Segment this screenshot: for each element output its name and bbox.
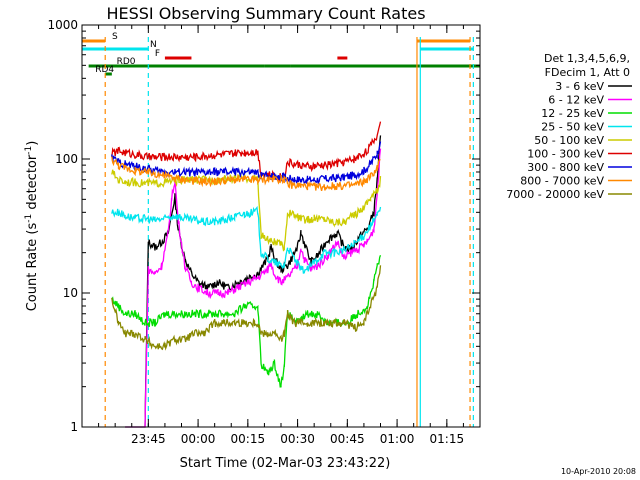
legend-label-6: 300 - 800 keV xyxy=(527,161,604,174)
series-line-7 xyxy=(111,156,381,192)
legend-header-2: FDecim 1, Att 0 xyxy=(545,66,630,79)
vertical-markers xyxy=(104,37,474,427)
y-tick-label-1: 10 xyxy=(63,286,78,300)
y-axis-label-sup1: -1 xyxy=(24,214,34,223)
legend-label-4: 50 - 100 keV xyxy=(534,134,604,147)
x-tick-label-3: 00:30 xyxy=(280,432,315,446)
legend: Det 1,3,4,5,6,9,FDecim 1, Att 03 - 6 keV… xyxy=(506,52,632,201)
legend-label-3: 25 - 50 keV xyxy=(541,121,604,134)
flag-n-label: N xyxy=(150,40,157,50)
y-axis-ticks: 1 10 100 1000 xyxy=(47,18,480,434)
flag-rd4-label: RD4 xyxy=(95,65,114,75)
x-tick-label-6: 01:15 xyxy=(430,432,465,446)
y-axis-label-part2: detector xyxy=(25,154,40,214)
flag-s-label: S xyxy=(112,32,118,42)
y-tick-label-3: 1000 xyxy=(47,18,78,32)
legend-label-8: 7000 - 20000 keV xyxy=(506,188,604,201)
x-tick-label-2: 00:15 xyxy=(231,432,266,446)
x-tick-label-0: 23:45 xyxy=(131,432,166,446)
series-line-6 xyxy=(111,141,382,185)
x-tick-label-1: 00:00 xyxy=(181,432,216,446)
x-axis-ticks: 23:45 00:00 00:15 00:30 00:45 01:00 01:15 xyxy=(81,25,481,446)
flag-f-label: F xyxy=(155,49,160,59)
x-tick-label-5: 01:00 xyxy=(380,432,415,446)
series-line-1 xyxy=(125,148,382,428)
legend-label-7: 800 - 7000 keV xyxy=(520,175,604,188)
series-line-5 xyxy=(111,121,382,183)
y-axis-label-part1: Count Rate (s xyxy=(25,223,40,312)
y-tick-label-2: 100 xyxy=(55,152,78,166)
series-line-3 xyxy=(111,205,382,274)
y-axis-label: Count Rate (s-1 detector-1) xyxy=(24,141,40,312)
series-line-8 xyxy=(111,265,382,351)
y-axis-label-part3: ) xyxy=(25,141,40,146)
series-group xyxy=(111,121,382,428)
x-tick-label-4: 00:45 xyxy=(330,432,365,446)
legend-header-1: Det 1,3,4,5,6,9, xyxy=(544,52,630,65)
y-tick-label-0: 1 xyxy=(70,420,78,434)
flag-rd0-label: RD0 xyxy=(117,57,136,67)
series-line-4 xyxy=(111,169,382,252)
chart-title: HESSI Observing Summary Count Rates xyxy=(106,4,425,23)
legend-label-1: 6 - 12 keV xyxy=(548,94,604,107)
legend-label-5: 100 - 300 keV xyxy=(527,148,604,161)
x-axis-label: Start Time (02-Mar-03 23:43:22) xyxy=(180,456,391,471)
legend-label-2: 12 - 25 keV xyxy=(541,107,604,120)
legend-label-0: 3 - 6 keV xyxy=(555,80,604,93)
y-axis-label-sup2: -1 xyxy=(24,146,34,155)
footer-date: 10-Apr-2010 20:08 xyxy=(561,467,636,476)
